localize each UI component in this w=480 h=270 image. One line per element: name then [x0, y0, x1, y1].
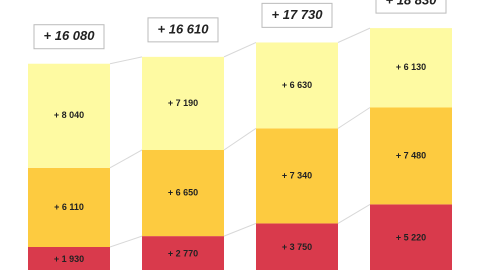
connector-line: [337, 107, 371, 129]
total-box: + 17 730: [261, 2, 333, 28]
connector-line: [109, 149, 143, 169]
bar-segment: [370, 204, 452, 270]
bar-segment: [370, 28, 452, 108]
total-box-frame: [33, 24, 105, 50]
bar-segment: [142, 149, 224, 237]
value-label: + 8 040: [54, 110, 84, 120]
bar-segment: [256, 128, 338, 224]
total-box-frame: [147, 17, 219, 43]
connector-line: [223, 222, 257, 237]
connector-line: [337, 203, 371, 224]
total-label: + 17 730: [272, 7, 324, 22]
bar-segment: [28, 63, 110, 168]
total-box: + 16 080: [33, 24, 105, 50]
connector-line: [109, 235, 143, 248]
total-label: + 18 830: [386, 0, 438, 8]
total-box-frame: [261, 2, 333, 28]
value-label: + 2 770: [168, 248, 198, 258]
connector-line: [109, 56, 143, 65]
bar-segment: [142, 56, 224, 150]
bar-segment: [28, 247, 110, 270]
connector-line: [223, 42, 257, 58]
value-label: + 6 130: [396, 62, 426, 72]
connector-line: [223, 127, 257, 151]
bar-segment: [142, 236, 224, 270]
value-label: + 3 750: [282, 242, 312, 252]
bar-segment: [256, 223, 338, 270]
bar-segment: [28, 167, 110, 248]
total-box: + 16 610: [147, 17, 219, 43]
value-label: + 7 190: [168, 98, 198, 108]
bar-segment: [256, 42, 338, 129]
value-label: + 7 340: [282, 170, 312, 180]
total-box: + 18 830: [375, 0, 447, 14]
bar-segment: [370, 107, 452, 205]
value-label: + 6 650: [168, 187, 198, 197]
connectors: [109, 27, 371, 248]
total-label: + 16 080: [44, 28, 96, 43]
value-label: + 1 930: [54, 254, 84, 264]
total-box-frame: [375, 0, 447, 14]
value-label: + 6 110: [54, 202, 84, 212]
value-label: + 7 480: [396, 150, 426, 160]
value-label: + 5 220: [396, 233, 426, 243]
value-label: + 6 630: [282, 80, 312, 90]
connector-line: [337, 27, 371, 43]
total-label: + 16 610: [158, 21, 210, 36]
